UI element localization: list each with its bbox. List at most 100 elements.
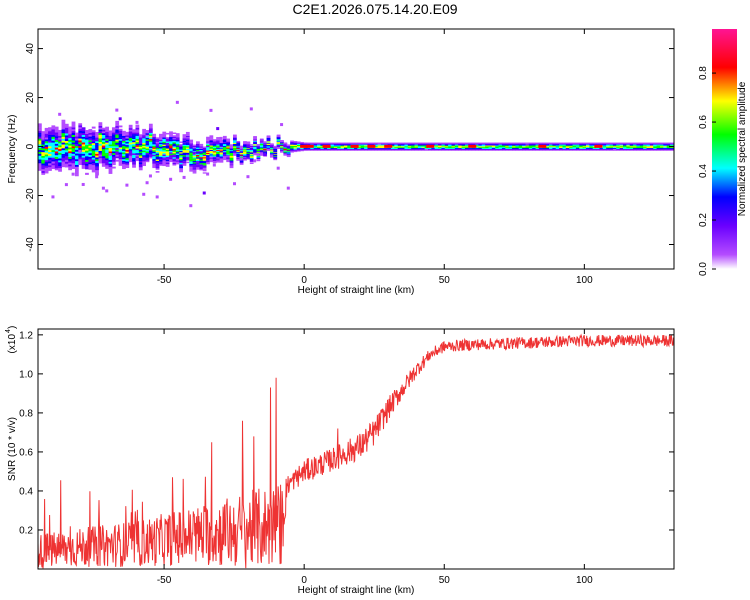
spectrogram-cell [586,149,590,151]
spectrogram-cell [522,147,526,150]
spectrogram-cell [212,154,217,156]
spectrogram-cell [222,151,227,154]
spectrogram-cell [128,153,133,156]
spectrogram-cell [122,158,126,161]
spectrogram-cell [246,147,251,149]
spectrogram-cell [243,148,247,150]
spectrogram-cell [391,147,395,150]
spectrogram-cell [71,165,76,168]
spectrogram-cell [233,134,237,136]
spectrogram-cell [236,143,241,145]
spectrogram-cell [95,139,99,142]
spectrogram-cell [132,165,136,168]
spectrogram-cell [266,141,271,143]
spectrogram-cell [626,145,631,147]
spectrogram-cell [179,154,183,157]
spectrogram-cell [111,149,116,152]
spectrogram-cell [360,149,365,151]
spectrogram-cell [263,146,268,148]
spectrogram-cell [74,134,79,137]
spectrogram-cell [68,168,73,171]
spectrogram-cell [464,146,469,149]
spectrogram-cell [95,131,99,134]
spectrogram-cell [54,134,59,137]
spectrogram-cell [81,140,86,143]
spectrogram-cell [471,149,476,151]
spectrogram-cell [48,166,52,170]
spectrogram-cell [263,150,268,152]
spectrogram-cell [468,142,473,144]
spectrogram-cell [253,150,257,152]
spectrogram-cell [259,152,264,154]
spectrogram-cell [145,133,150,135]
spectrogram-cell [135,127,140,130]
spectrogram-cell [222,154,227,157]
spectrogram-cell [559,143,563,145]
spectrogram-cell [565,148,570,150]
spectrogram-cell [216,147,220,149]
spectrogram-cell [397,146,402,148]
spectrogram-cell [596,147,600,150]
spectrogram-cell [165,149,170,152]
spectrogram-cell [253,147,257,149]
spectrogram-cell [185,138,190,140]
spectrogram-cell [41,167,46,170]
spectrogram-cell [135,130,140,133]
spectrogram-cell [162,138,167,141]
spectrogram-cell [74,162,79,165]
spectrogram-cell [78,130,83,133]
spectrogram-cell [337,147,341,150]
spectrogram-cell [377,142,382,144]
spectrogram-cell [142,162,146,165]
spectrogram-cell [343,143,348,145]
spectrogram-cell [91,161,96,164]
spectrogram-cell [172,154,177,156]
spectrogram-hotspot [350,144,359,148]
spectrogram-cell [199,145,204,147]
spectrogram-cell [162,151,167,154]
spectrogram-cell [367,142,372,144]
spectrogram-cell [633,142,637,144]
spectrogram-cell [646,146,651,149]
spectrogram-cell [81,166,86,169]
spectrogram-cell [54,145,59,148]
spectrogram-cell [155,146,160,148]
spectrogram-cell [417,146,422,148]
spectrogram-cell [572,149,577,151]
spectrogram-cell [159,143,163,146]
spectrogram-cell [162,147,167,149]
spectrogram-cell [485,148,489,150]
spectrogram-cell [91,152,96,155]
spectrogram-cell [233,151,237,154]
spectrogram-cell [330,146,335,149]
spectrogram-cell [525,144,530,146]
spectrogram-cell [185,161,190,164]
spectrogram-cell [115,159,120,162]
spectrogram-cell [175,139,180,142]
spectrogram-cell [135,153,140,155]
spectrogram-cell [105,140,110,143]
spectrogram-cell [515,148,520,150]
spectrogram-cell [256,152,261,154]
spectrogram-cell [290,141,294,144]
spectrogram-cell [532,143,536,145]
spectrogram-cell [209,154,214,156]
spectrogram-cell [226,152,231,154]
spectrogram-cell [74,142,79,145]
spectrogram-cell [572,144,577,146]
spectrogram-cell [649,142,654,144]
spectrogram-cell [633,146,637,149]
spectrogram-cell [233,144,237,146]
spectrogram-cell [512,143,516,145]
spectrogram-cell [269,149,274,151]
spectrogram-cell [243,152,247,154]
spectrogram-cell [522,142,526,144]
spectrogram-cell [222,143,227,146]
spectrogram-cell [414,149,419,151]
spectrogram-cell [71,121,76,124]
spectrogram-cell [616,145,621,147]
spectrogram-cell [404,149,409,151]
spectrogram-cell [189,170,194,172]
spectrogram-cell [498,147,503,150]
